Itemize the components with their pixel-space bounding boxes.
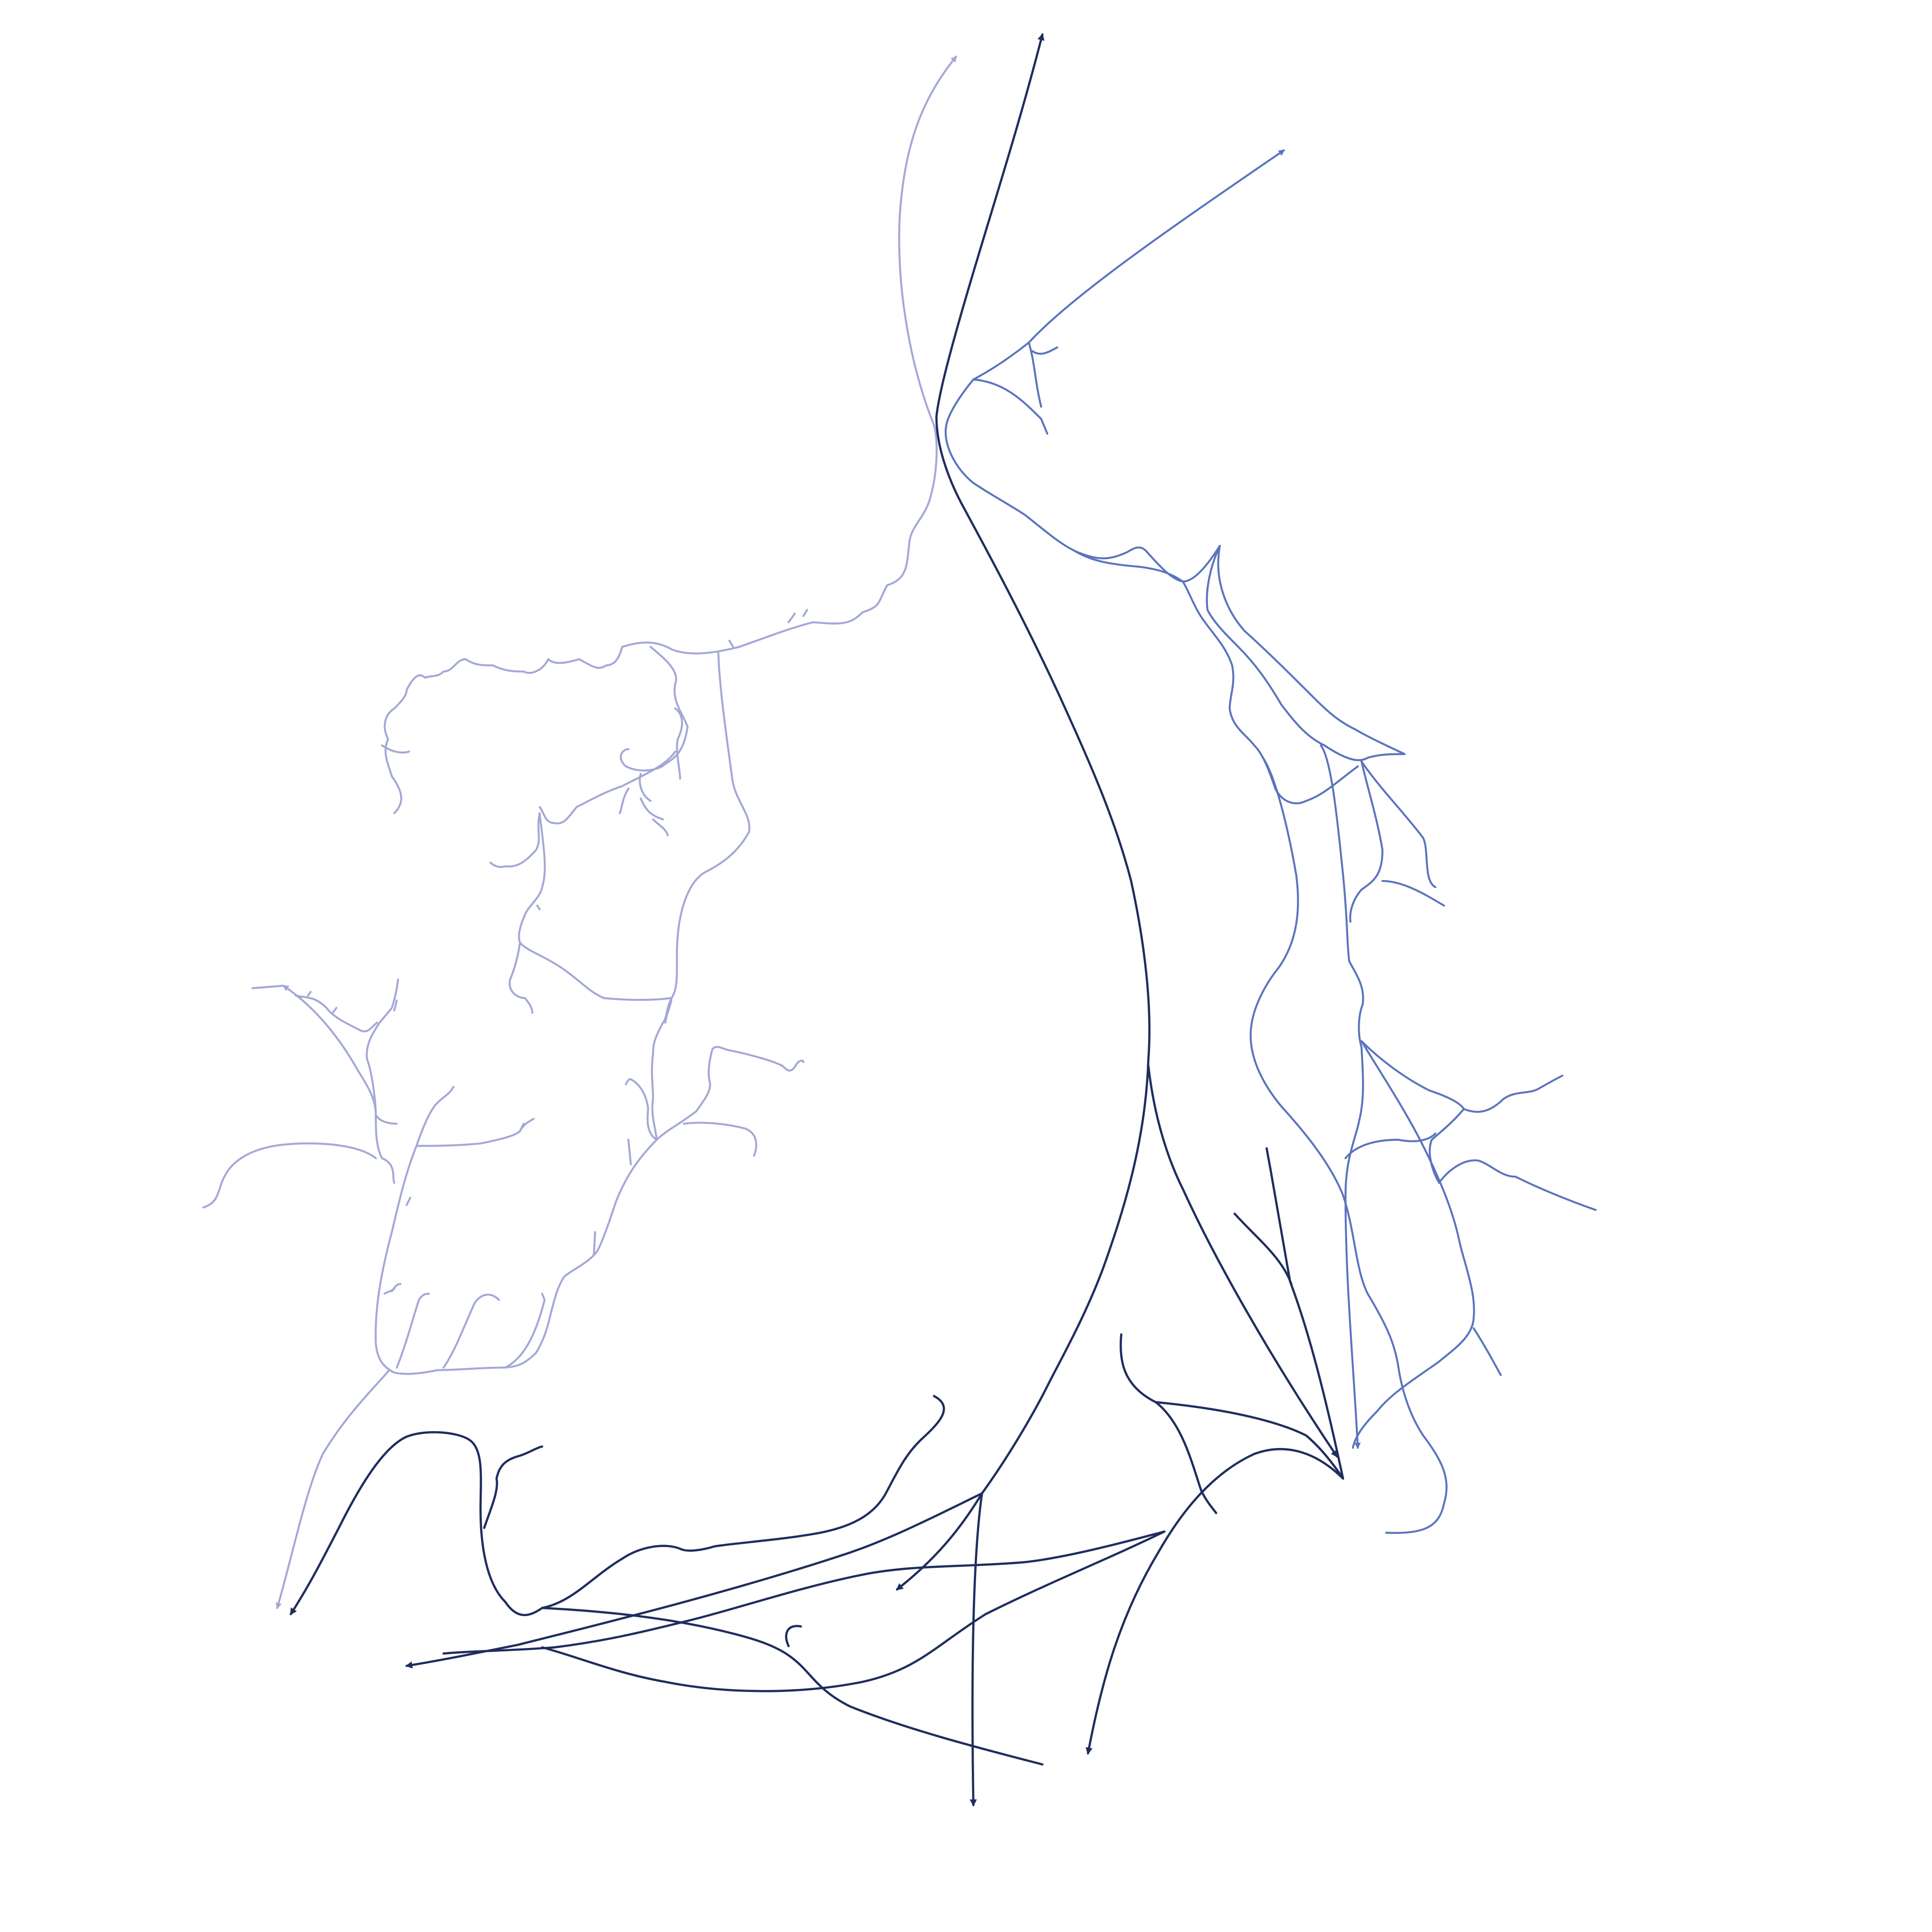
flow-light-upper-left (282, 984, 396, 1184)
flow-medium-branch (1360, 760, 1436, 888)
flow-light (202, 56, 957, 1609)
flow-light-branch (396, 1293, 546, 1369)
flow-light-branch (655, 1046, 805, 1141)
flow-dark-branch (541, 1530, 1166, 1692)
flow-light-top-branch (898, 56, 957, 426)
flow-dark-branch (1147, 1065, 1338, 1458)
flow-light-twig (307, 991, 338, 1014)
flow-medium-branch (1472, 1327, 1502, 1376)
flow-light-branch (202, 1142, 377, 1209)
flow-light-trunk (384, 424, 938, 814)
flow-light-twig (366, 979, 399, 1116)
flow-light-twig (593, 1138, 632, 1255)
flow-light-branch (539, 751, 676, 824)
flow-dark (289, 33, 1344, 1807)
flow-light-branch (674, 707, 683, 780)
flow-medium-branch (1320, 744, 1364, 1449)
flow-dark-branch (289, 1431, 543, 1617)
flow-light-twig (728, 639, 734, 648)
flow-medium-branch (1344, 1132, 1436, 1159)
flow-light-bottom-left (275, 1369, 391, 1609)
flow-medium-branch (1250, 756, 1448, 1534)
flow-medium-branch (1349, 760, 1384, 923)
flow-medium-branch (1028, 341, 1058, 408)
flow-dark-branch (1265, 1147, 1344, 1480)
flow-light-twig (251, 984, 378, 1033)
flow-dark-branch (1085, 1448, 1344, 1755)
flow-light-twig (381, 744, 410, 754)
flow-light-twig (787, 609, 808, 624)
flow-dark-branch (895, 1492, 983, 1591)
flow-medium-top-right (972, 149, 1285, 381)
flow-medium-branch (1381, 880, 1445, 907)
flow-light-twig (536, 904, 541, 910)
flow-dark-branch (541, 1606, 1044, 1766)
flow-light-branch (620, 646, 689, 772)
flow-light-branch (375, 1114, 398, 1125)
flow-dark-branch (785, 1625, 802, 1648)
flow-dark-trunk (935, 415, 1151, 1495)
flow-dark-branch (1154, 1401, 1344, 1480)
flow-dark-branch (969, 1492, 983, 1807)
flow-medium-branch (1360, 1040, 1597, 1211)
flow-dark-branch (405, 1492, 983, 1669)
flow-light-branch (651, 997, 673, 1141)
flow-dark-branch (483, 1445, 543, 1529)
flow-light-branch (489, 812, 541, 868)
flow-light-branch (664, 997, 673, 1024)
flow-medium-branch (1073, 550, 1359, 805)
flow-light-inner-trunk (670, 652, 751, 999)
flow-light-branch (393, 1138, 658, 1375)
flow-light-branch (509, 941, 534, 1014)
flow-light-twig (415, 1118, 535, 1147)
flow-light-left-stem (374, 1085, 455, 1374)
flow-dark-branch (442, 1530, 1166, 1655)
flow-medium-branch (1351, 1040, 1475, 1449)
flow-light-twig (383, 1196, 412, 1295)
flow-dark-branch (1120, 1333, 1218, 1514)
flow-medium-branch (972, 378, 1049, 435)
flow-light-branch (625, 1078, 658, 1141)
flow-medium-branch (1206, 545, 1406, 761)
flow-medium-branch (1463, 1075, 1563, 1113)
flow-medium (944, 149, 1597, 1534)
flow-light-branch (682, 1122, 757, 1157)
flow-light-branch (518, 812, 673, 1001)
flow-dark-branch (541, 1395, 945, 1609)
flow-dark-top-branch (935, 33, 1045, 418)
flow-light-branch (619, 773, 669, 837)
flow-dark-branch (1233, 1212, 1293, 1285)
